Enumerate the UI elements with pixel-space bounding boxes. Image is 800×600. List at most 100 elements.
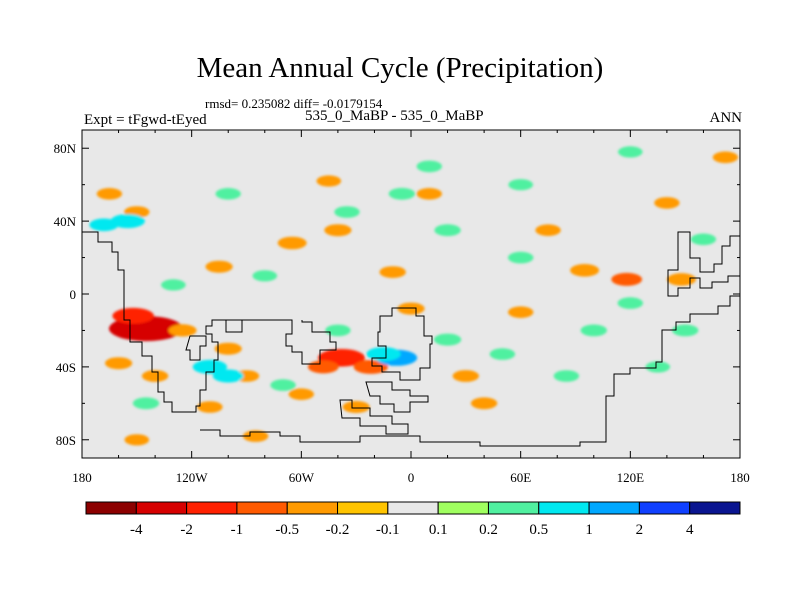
anomaly-cell-15 xyxy=(96,188,123,200)
colorbar-swatch-7 xyxy=(437,501,489,515)
colorbar-swatch-5 xyxy=(337,501,389,515)
colorbar-label: 0.2 xyxy=(479,522,498,538)
anomaly-cell-23 xyxy=(242,430,269,442)
anomaly-cell-59 xyxy=(325,324,351,337)
colorbar-swatch-11 xyxy=(638,501,691,515)
stats-label: rmsd= 0.235082 diff= -0.0179154 xyxy=(205,96,383,111)
chart-title: Mean Annual Cycle (Precipitation) xyxy=(196,52,604,84)
experiment-label: Expt = tFgwd-tEyed xyxy=(84,112,207,128)
anomaly-cell-24 xyxy=(124,434,150,446)
anomaly-cell-27 xyxy=(105,357,133,370)
x-tick-label: 0 xyxy=(408,470,415,485)
anomaly-cell-56 xyxy=(645,361,671,373)
coastline-asia xyxy=(667,231,740,297)
colorbar-swatch-3 xyxy=(236,501,288,515)
anomaly-cell-20 xyxy=(197,401,223,413)
colorbar-swatch-0 xyxy=(85,501,137,515)
colorbar-swatch-4 xyxy=(286,501,339,515)
x-tick-label: 60W xyxy=(289,470,315,485)
colorbar-swatch-6 xyxy=(387,501,439,515)
colorbar-label: -0.2 xyxy=(326,522,350,538)
anomaly-cell-34 xyxy=(212,369,244,383)
anomaly-cell-31 xyxy=(288,388,314,401)
anomaly-cell-22 xyxy=(470,397,498,410)
axes: 180 120W 60W 0 60E 120E 180 80N 40N 0 40S 80S xyxy=(54,130,750,485)
anomaly-cell-57 xyxy=(416,160,442,173)
anomaly-cell-39 xyxy=(434,333,462,346)
anomaly-cell-6 xyxy=(570,264,600,277)
y-tick-label: 40S xyxy=(56,360,76,375)
colorbar-label: -2 xyxy=(180,522,193,538)
x-tick-label: 120W xyxy=(176,470,209,485)
colorbar-swatch-9 xyxy=(538,501,590,515)
anomaly-field xyxy=(89,146,739,446)
colorbar-swatch-2 xyxy=(186,501,238,515)
colorbar-swatch-1 xyxy=(135,501,188,515)
anomaly-cell-28 xyxy=(535,224,561,236)
anomaly-cell-26 xyxy=(168,324,197,337)
anomaly-cell-40 xyxy=(334,206,360,218)
anomaly-cell-30 xyxy=(379,266,406,278)
coastline-antarctica xyxy=(200,295,740,447)
anomaly-cell-53 xyxy=(132,397,160,410)
anomaly-cell-32 xyxy=(141,370,169,382)
colorbar-label: -0.1 xyxy=(376,522,400,538)
anomaly-cell-49 xyxy=(508,179,533,191)
anomaly-cell-9 xyxy=(205,260,233,273)
anomaly-cell-58 xyxy=(618,146,643,158)
anomaly-cell-8 xyxy=(277,236,307,250)
colorbar-label: -4 xyxy=(130,522,143,538)
colorbar-label: 0.5 xyxy=(529,522,548,538)
anomaly-cell-7 xyxy=(667,273,696,286)
y-tick-label: 80N xyxy=(54,141,77,156)
colorbar-label: 2 xyxy=(636,522,644,538)
colorbar: -4 -2 -1 -0.5 -0.2 -0.1 0.1 0.2 0.5 1 2 4 xyxy=(85,501,741,538)
y-tick-label: 0 xyxy=(70,287,77,302)
anomaly-cell-18 xyxy=(316,175,342,187)
x-tick-label: 120E xyxy=(617,470,645,485)
anomaly-cell-1 xyxy=(112,307,154,324)
anomaly-cell-41 xyxy=(434,224,461,237)
coastline-outline xyxy=(82,231,740,447)
y-tick-label: 80S xyxy=(56,433,76,448)
y-tick-label: 40N xyxy=(54,214,77,229)
coastline-america xyxy=(82,231,337,413)
anomaly-cell-47 xyxy=(252,270,278,282)
colorbar-swatch-12 xyxy=(689,501,741,515)
anomaly-cell-37 xyxy=(110,214,145,229)
anomaly-cell-42 xyxy=(508,251,534,264)
anomaly-cell-48 xyxy=(215,188,241,200)
anomaly-cell-46 xyxy=(161,279,186,291)
anomaly-cell-38 xyxy=(89,218,119,232)
case-label: 535_0_MaBP - 535_0_MaBP xyxy=(305,108,484,124)
anomaly-cell-45 xyxy=(672,324,699,337)
anomaly-cell-12 xyxy=(452,370,479,382)
anomaly-cell-25 xyxy=(324,224,352,237)
anomaly-cell-33 xyxy=(192,359,228,374)
x-tick-label: 180 xyxy=(72,470,92,485)
plot-background xyxy=(82,130,740,458)
anomaly-cell-17 xyxy=(416,188,442,200)
colorbar-label: -0.5 xyxy=(275,522,299,538)
anomaly-cell-11 xyxy=(397,302,425,315)
coastline-south-america xyxy=(185,335,207,361)
anomaly-cell-52 xyxy=(270,379,296,391)
anomaly-cell-55 xyxy=(690,233,717,246)
anomaly-cell-21 xyxy=(342,401,370,413)
anomaly-cell-19 xyxy=(712,151,739,164)
colorbar-label: 4 xyxy=(686,522,694,538)
colorbar-label: -1 xyxy=(231,522,244,538)
x-tick-label: 60E xyxy=(510,470,531,485)
anomaly-cell-51 xyxy=(617,297,643,309)
coastline-island xyxy=(365,381,429,413)
anomaly-cell-10 xyxy=(214,342,242,355)
anomaly-cell-5 xyxy=(611,272,643,286)
anomaly-cell-29 xyxy=(654,197,680,209)
colorbar-swatch-8 xyxy=(487,501,540,515)
anomaly-cell-43 xyxy=(580,324,607,337)
anomaly-cell-4 xyxy=(307,360,339,374)
anomaly-cell-44 xyxy=(489,348,516,360)
season-label: ANN xyxy=(709,110,743,126)
anomaly-cell-54 xyxy=(553,370,580,382)
